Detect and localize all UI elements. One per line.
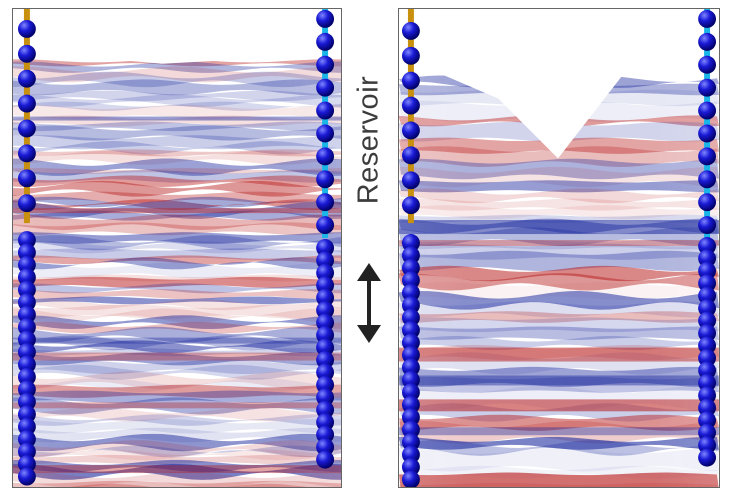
reservoir-label: Reservoir bbox=[352, 75, 385, 205]
right-simulation-panel bbox=[398, 8, 720, 488]
left-flow-field bbox=[13, 9, 341, 487]
right-flow-field bbox=[399, 9, 719, 487]
left-simulation-panel bbox=[12, 8, 342, 488]
double-headed-vertical-arrow-icon bbox=[357, 263, 381, 343]
